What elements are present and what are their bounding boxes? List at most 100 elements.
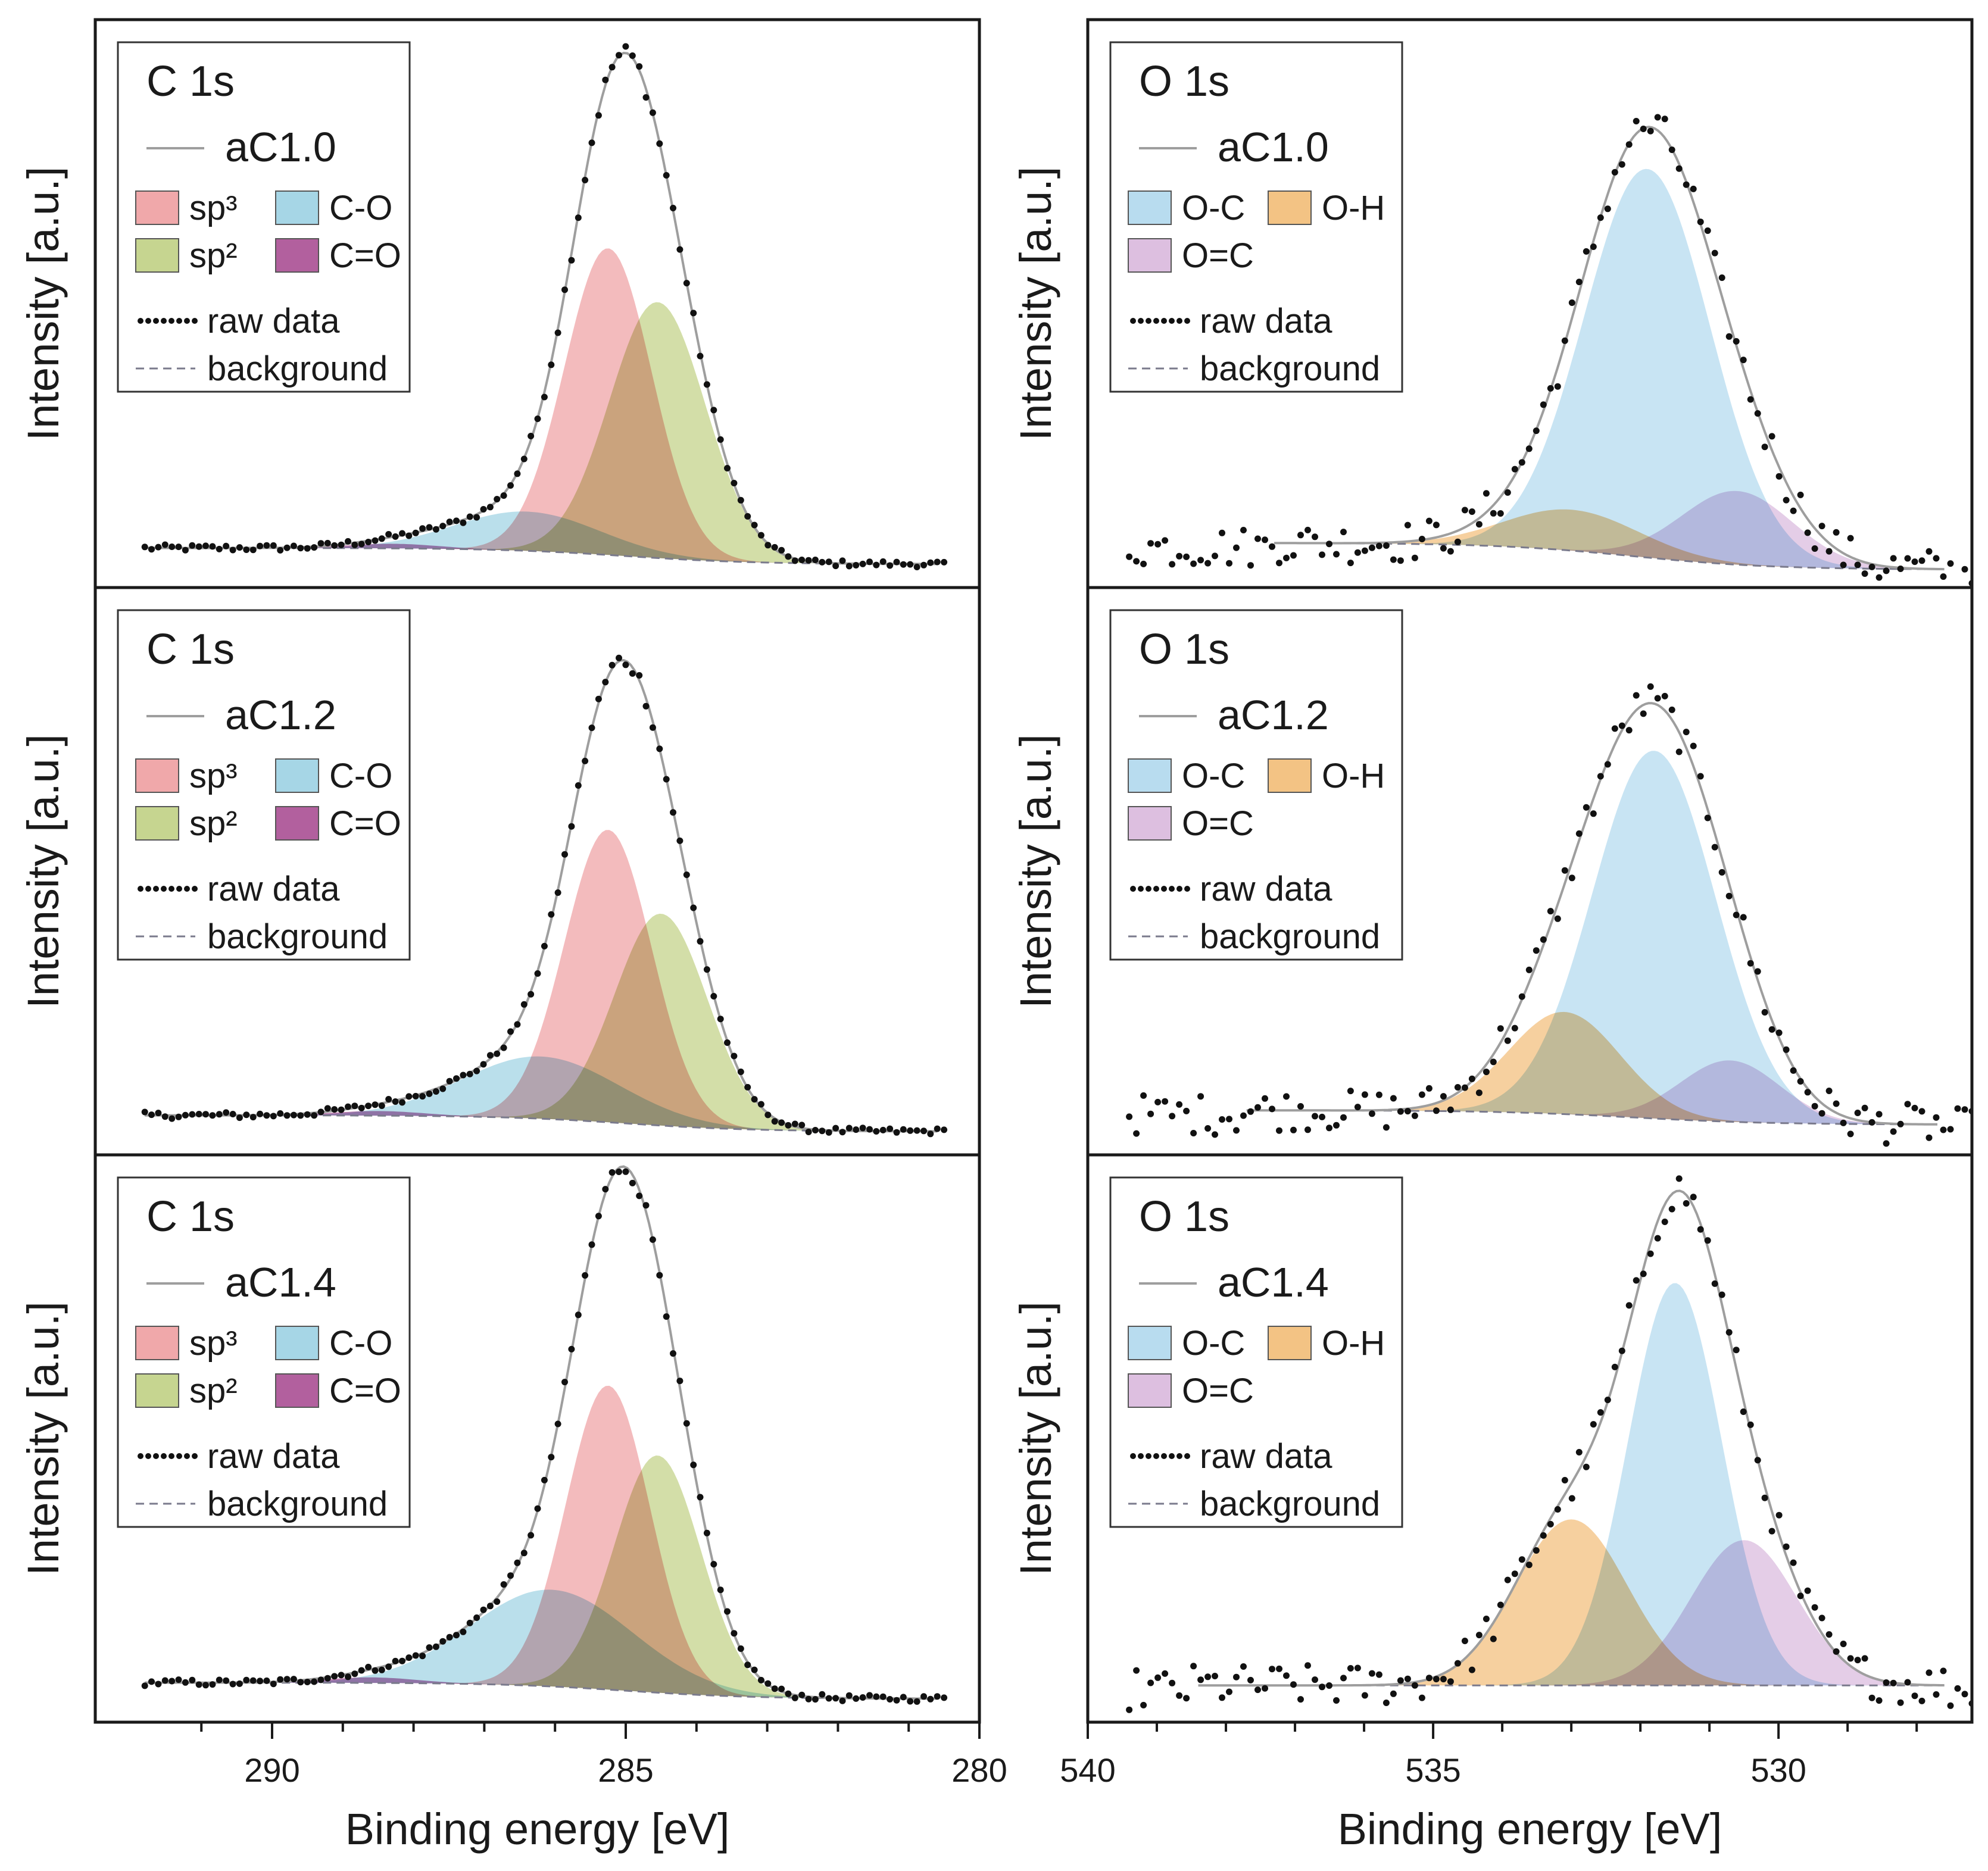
raw-data-point [636, 1192, 643, 1200]
legend-bg-label: background [207, 1485, 388, 1523]
raw-data-point [1354, 1664, 1361, 1672]
raw-data-point [724, 1039, 731, 1046]
raw-data-point [338, 541, 345, 548]
raw-data-point [1625, 1302, 1633, 1309]
raw-data-point [378, 1102, 385, 1109]
legend-raw-dot [168, 1453, 174, 1459]
raw-data-point [277, 546, 284, 554]
raw-data-point [1647, 127, 1654, 135]
raw-data-point [1276, 560, 1282, 567]
x-axis-label: Binding energy [eV] [345, 1804, 730, 1854]
raw-data-point [148, 546, 155, 553]
plot-area-o1s-ac12 [1126, 683, 1972, 1147]
raw-data-point [1625, 141, 1633, 148]
raw-data-point [175, 544, 182, 551]
raw-data-point [798, 557, 806, 563]
raw-data-point [1197, 557, 1204, 564]
legend-raw-dot [1184, 886, 1190, 892]
raw-data-point [229, 546, 236, 554]
legend-label: O-C [1182, 757, 1245, 795]
raw-data-point [785, 1122, 792, 1129]
raw-data-point [616, 654, 622, 661]
raw-data-point [879, 558, 887, 565]
legend-bg-label: background [207, 917, 388, 956]
panel-o1s-ac10: Intensity [a.u.] O 1s aC1.0 O-C O-H O=C raw da… [1011, 18, 1974, 589]
raw-data-point [243, 546, 250, 553]
raw-data-point [1761, 443, 1768, 451]
raw-data-point [1254, 1104, 1261, 1111]
raw-data-point [1904, 1101, 1911, 1108]
raw-data-point [595, 112, 602, 119]
raw-data-point [1804, 529, 1811, 536]
raw-data-point [819, 1127, 826, 1135]
raw-data-point [1454, 1084, 1461, 1091]
raw-data-point [1718, 274, 1725, 281]
raw-data-point [595, 695, 602, 702]
raw-data-point [1718, 1291, 1725, 1298]
raw-data-point [1611, 725, 1618, 732]
raw-data-point [290, 1111, 297, 1119]
legend-swatch-0 [135, 1326, 179, 1360]
raw-data-point [168, 544, 176, 550]
raw-data-point [317, 540, 324, 547]
legend-swatch-2 [135, 1373, 179, 1408]
raw-data-point [561, 286, 568, 293]
raw-data-point [1947, 1126, 1954, 1133]
raw-data-point [1954, 1685, 1961, 1692]
raw-data-point [1918, 557, 1925, 564]
raw-data-point [270, 1113, 277, 1120]
raw-data-point [1290, 1681, 1297, 1688]
sample-label: aC1.2 [1218, 692, 1329, 738]
raw-data-point [1147, 1679, 1154, 1686]
raw-data-point [1575, 830, 1583, 837]
raw-data-point [223, 1109, 230, 1116]
raw-data-point [1918, 1108, 1925, 1115]
raw-data-point [1254, 1686, 1261, 1694]
raw-data-point [338, 1106, 345, 1113]
raw-data-point [1897, 1120, 1904, 1127]
raw-data-point [1533, 1547, 1540, 1554]
raw-data-point [1269, 543, 1275, 550]
raw-data-point [825, 1695, 832, 1702]
raw-data-point [703, 966, 710, 973]
raw-data-point [1269, 1666, 1275, 1673]
plot-area-c1s-ac14 [141, 1165, 948, 1705]
raw-data-point [161, 1113, 168, 1120]
raw-data-point [331, 1106, 338, 1113]
raw-data-point [1326, 1682, 1332, 1689]
raw-data-point [636, 672, 643, 679]
raw-data-point [1890, 1679, 1897, 1686]
raw-data-point [683, 872, 690, 878]
raw-data-point [1940, 1126, 1947, 1133]
raw-data-point [1219, 1694, 1225, 1701]
raw-data-point [365, 539, 372, 545]
raw-data-point [1418, 1091, 1425, 1098]
raw-data-point [1683, 181, 1690, 188]
raw-data-point [1254, 535, 1261, 542]
raw-data-point [473, 1067, 480, 1075]
legend-raw-label: raw data [207, 302, 340, 341]
raw-data-point [236, 1114, 243, 1122]
raw-data-point [1262, 536, 1268, 544]
peak-c1s-ac12-2 [145, 1056, 937, 1132]
raw-data-point [378, 1666, 385, 1673]
raw-data-point [1704, 814, 1711, 822]
raw-data-point [1890, 555, 1897, 562]
raw-data-point [934, 558, 941, 566]
raw-data-point [338, 1672, 345, 1679]
raw-data-point [900, 1126, 907, 1133]
legend-raw-dot [1130, 318, 1136, 324]
raw-data-point [1911, 1104, 1918, 1111]
raw-data-point [1511, 1024, 1518, 1032]
legend-raw-dot [153, 886, 159, 892]
raw-data-point [703, 381, 710, 388]
raw-data-point [1890, 1128, 1897, 1135]
raw-data-point [148, 1678, 155, 1685]
raw-data-point [1554, 383, 1561, 390]
raw-data-point [1411, 554, 1418, 561]
sample-label: aC1.2 [225, 692, 336, 738]
raw-data-point [873, 1693, 880, 1700]
raw-data-point [446, 1633, 453, 1641]
raw-data-point [1440, 1093, 1447, 1100]
raw-data-point [453, 1632, 460, 1639]
